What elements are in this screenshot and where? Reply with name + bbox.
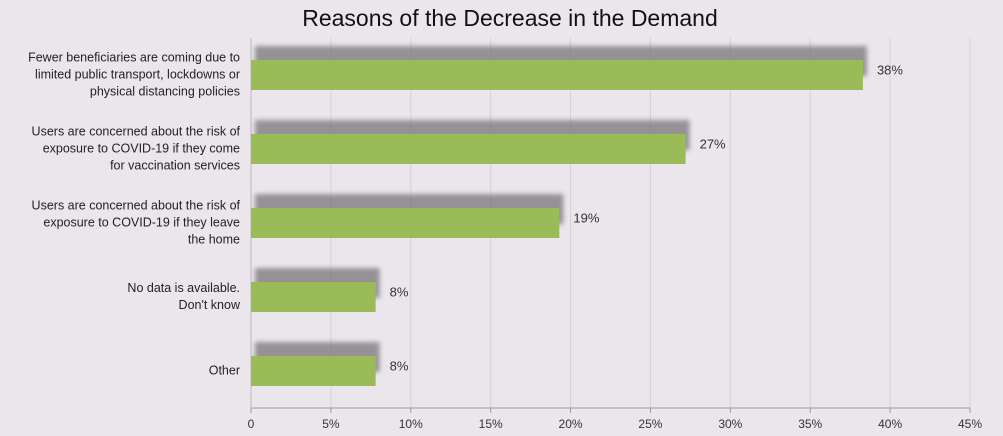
y-tick-label: Users are concerned about the risk of ex… xyxy=(31,124,240,173)
x-tick-label: 25% xyxy=(638,417,662,431)
x-tick-label: 20% xyxy=(559,417,583,431)
x-tick-label: 5% xyxy=(322,417,340,431)
x-tick-label: 0 xyxy=(248,417,255,431)
data-label: 19% xyxy=(573,210,599,225)
x-tick-label: 15% xyxy=(479,417,503,431)
bar xyxy=(251,282,376,312)
x-tick-label: 30% xyxy=(718,417,742,431)
y-tick-label: Users are concerned about the risk of ex… xyxy=(31,198,240,247)
chart-title: Reasons of the Decrease in the Demand xyxy=(302,5,718,31)
y-tick-label: Other xyxy=(208,363,240,378)
bar xyxy=(251,134,686,164)
x-tick-label: 45% xyxy=(958,417,982,431)
bar xyxy=(251,60,863,90)
data-label: 8% xyxy=(390,358,409,373)
x-tick-label: 40% xyxy=(878,417,902,431)
x-tick-label: 10% xyxy=(399,417,423,431)
data-label: 38% xyxy=(877,62,903,77)
y-tick-label: No data is available. Don't know xyxy=(127,281,240,312)
y-tick-label: Fewer beneficiaries are coming due to li… xyxy=(28,50,240,99)
x-tick-label: 35% xyxy=(798,417,822,431)
data-label: 27% xyxy=(700,136,726,151)
data-label: 8% xyxy=(390,284,409,299)
bar xyxy=(251,356,376,386)
bar xyxy=(251,208,560,238)
